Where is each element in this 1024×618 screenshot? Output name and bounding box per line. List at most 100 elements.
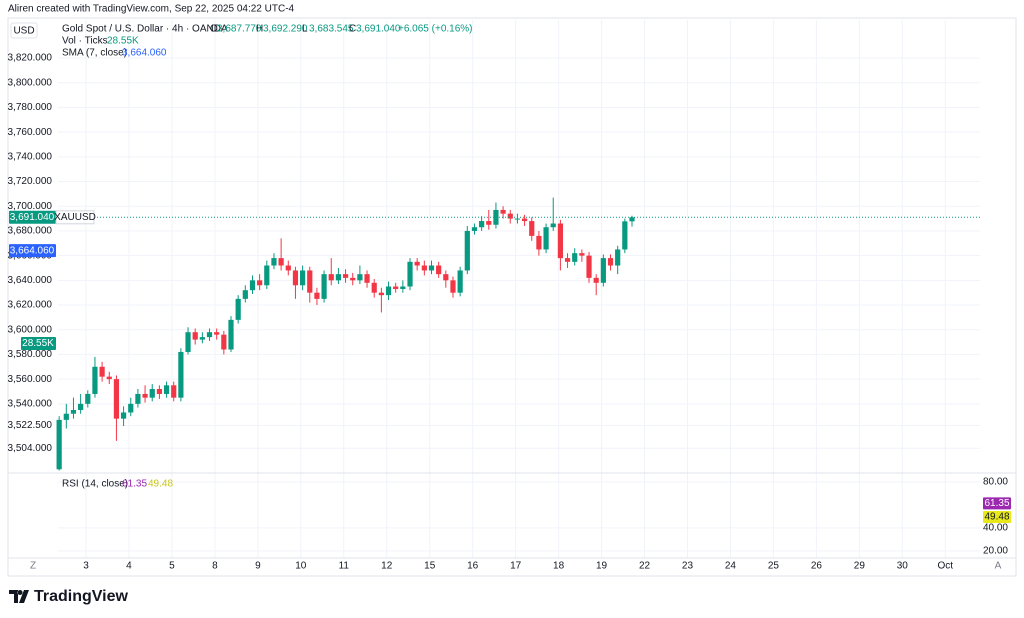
legend-value: 3,691.040 — [356, 24, 401, 35]
price-badge — [9, 210, 56, 224]
x-tick-label: 23 — [682, 561, 694, 572]
candle-body — [371, 282, 377, 293]
candle-body — [321, 274, 327, 299]
candle-body — [464, 230, 470, 271]
candle-body — [350, 277, 356, 281]
candle-body — [106, 376, 112, 380]
y-tick-label: 3,740.000 — [8, 151, 53, 162]
volume-badge-label: 28.55K — [22, 338, 54, 349]
price-badge-label: 3,691.040 — [10, 212, 55, 223]
x-tick-label: 11 — [339, 561, 350, 572]
candle-body — [278, 258, 284, 266]
y-tick-label: 3,580.000 — [8, 349, 53, 360]
candle-body — [572, 253, 578, 262]
y-tick-label: 3,820.000 — [8, 53, 53, 64]
candle-body — [421, 265, 427, 271]
candle-body — [192, 332, 198, 340]
price-tag-label: XAUUSD — [54, 212, 96, 223]
rsi-label: RSI (14, close) — [62, 479, 128, 490]
price-badge-label: 3,664.060 — [10, 245, 55, 256]
sma-label: SMA (7, close) — [62, 48, 127, 59]
candle-body — [364, 274, 370, 283]
x-tick-label: 15 — [424, 561, 436, 572]
candle-body — [385, 286, 392, 296]
legend-key: O — [210, 24, 218, 35]
candle-body — [428, 265, 435, 271]
candle-body — [85, 393, 91, 404]
y-tick-label: 3,800.000 — [8, 77, 53, 88]
volume-badge — [21, 337, 56, 350]
candle-body — [199, 337, 205, 340]
x-tick-label: Oct — [937, 561, 953, 572]
candle-body — [335, 274, 342, 281]
volume-value: 28.55K — [107, 36, 139, 47]
candle-body — [128, 403, 134, 413]
y-tick-label: 3,720.000 — [8, 176, 53, 187]
candle-body — [171, 385, 177, 398]
x-tick-label: 17 — [510, 561, 522, 572]
candle-body — [328, 274, 334, 281]
rsi-badge-label: 49.48 — [984, 512, 1009, 523]
y-tick-label: 3,504.000 — [8, 443, 53, 454]
candle-body — [536, 235, 542, 250]
candle-body — [257, 280, 263, 286]
candle-body — [92, 366, 98, 394]
candle-body — [457, 270, 463, 293]
x-tick-label: 8 — [212, 561, 218, 572]
candle-body — [400, 286, 406, 289]
legend-change: +6.065 (+0.16%) — [398, 24, 473, 35]
x-tick-label: 3 — [83, 561, 89, 572]
candle-body — [557, 223, 563, 259]
candle-body — [120, 412, 127, 419]
x-tick-label: 12 — [381, 561, 393, 572]
y-tick-label: 3,760.000 — [8, 127, 53, 138]
rsi-tick-label: 80.00 — [983, 477, 1008, 488]
candle-body — [507, 213, 513, 219]
candle-body — [586, 255, 592, 278]
candle-body — [486, 221, 492, 225]
axis-button[interactable]: Z — [30, 561, 36, 572]
candle-body — [163, 385, 170, 394]
rsi-tick-label: 20.00 — [983, 545, 1008, 556]
y-tick-label: 3,640.000 — [8, 275, 53, 286]
rsi-value: 49.48 — [148, 479, 173, 490]
header: Aliren created with TradingView.com, Sep… — [8, 4, 295, 15]
legend-value: 3,692.290 — [263, 24, 308, 35]
price-badge — [9, 244, 56, 258]
y-tick-label: 3,780.000 — [8, 102, 53, 113]
watermark: TradingView — [34, 588, 129, 605]
candle-body — [529, 221, 535, 236]
currency: USD — [13, 26, 34, 37]
candle-body — [514, 218, 521, 220]
rsi-badge — [983, 511, 1011, 524]
y-tick-label: 3,600.000 — [8, 324, 53, 335]
candle-body — [378, 292, 384, 296]
x-tick-label: 10 — [295, 561, 307, 572]
x-tick-label: 30 — [897, 561, 909, 572]
legend-key: L — [302, 24, 308, 35]
x-tick-label: 18 — [553, 561, 565, 572]
candle-body — [357, 274, 363, 281]
candle-body — [156, 389, 162, 394]
candle-body — [436, 265, 442, 275]
frame — [7, 17, 1017, 577]
candle-body — [550, 223, 556, 228]
logo: TradingView — [9, 588, 129, 605]
candle-body — [307, 270, 313, 293]
y-tick-label: 3,680.000 — [8, 226, 53, 237]
candle-body — [521, 218, 528, 222]
candle-body — [149, 389, 155, 398]
candle-body — [479, 221, 485, 228]
x-tick-label: 29 — [854, 561, 866, 572]
legend-title: Gold Spot / U.S. Dollar · 4h · OANDA — [62, 24, 228, 35]
candle-body — [607, 258, 614, 266]
candle-body — [600, 258, 606, 283]
candle-body — [78, 403, 84, 411]
candle-body — [113, 379, 120, 419]
sma-value: 3,664.060 — [122, 48, 167, 59]
axis-button[interactable]: A — [995, 561, 1002, 572]
candle-body — [185, 332, 191, 352]
candle-body — [70, 410, 77, 414]
